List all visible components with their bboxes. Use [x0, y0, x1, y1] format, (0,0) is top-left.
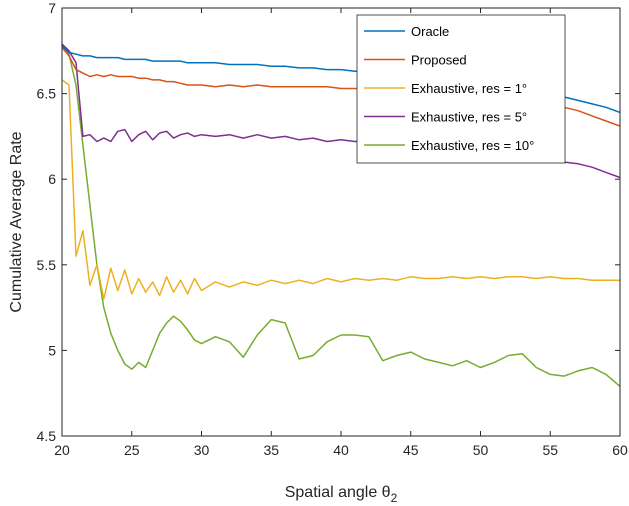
x-tick-label: 20	[54, 442, 70, 458]
legend-box	[356, 14, 566, 164]
y-tick-label: 5.5	[37, 257, 57, 273]
y-axis-label: Cumulative Average Rate	[8, 131, 25, 312]
x-tick-label: 60	[612, 442, 628, 458]
x-axis-label-main: Spatial angle θ	[285, 484, 391, 501]
series-layer	[61, 43, 621, 387]
y-axis-ticks: 4.5 5 5.5 6 6.5 7	[37, 0, 620, 444]
x-axis-label: Spatial angle θ2	[285, 484, 398, 505]
x-tick-label: 55	[542, 442, 558, 458]
x-tick-label: 40	[333, 442, 349, 458]
y-tick-label: 6	[48, 171, 56, 187]
x-axis-label-subscript: 2	[391, 491, 398, 505]
x-tick-label: 45	[403, 442, 419, 458]
y-tick-label: 7	[48, 0, 56, 16]
series-line-3	[61, 79, 620, 300]
legend-label: Exhaustive, res = 10°	[411, 138, 534, 153]
x-tick-label: 50	[473, 442, 489, 458]
x-tick-label: 30	[194, 442, 210, 458]
x-tick-label: 25	[124, 442, 140, 458]
y-tick-label: 5	[48, 342, 56, 358]
series-line-5	[61, 45, 621, 387]
x-tick-label: 35	[263, 442, 279, 458]
plot-frame	[61, 7, 621, 437]
x-axis-ticks: 20 25 30 35 40 45 50 55 60	[54, 8, 628, 458]
legend: Oracle Proposed Exhaustive, res = 1° Exhaus…	[356, 14, 566, 164]
legend-label: Exhaustive, res = 5°	[411, 110, 527, 125]
legend-label: Exhaustive, res = 1°	[411, 81, 527, 96]
y-tick-label: 4.5	[37, 428, 57, 444]
y-tick-label: 6.5	[37, 86, 57, 102]
legend-label: Oracle	[411, 24, 449, 39]
legend-label: Proposed	[411, 53, 467, 68]
